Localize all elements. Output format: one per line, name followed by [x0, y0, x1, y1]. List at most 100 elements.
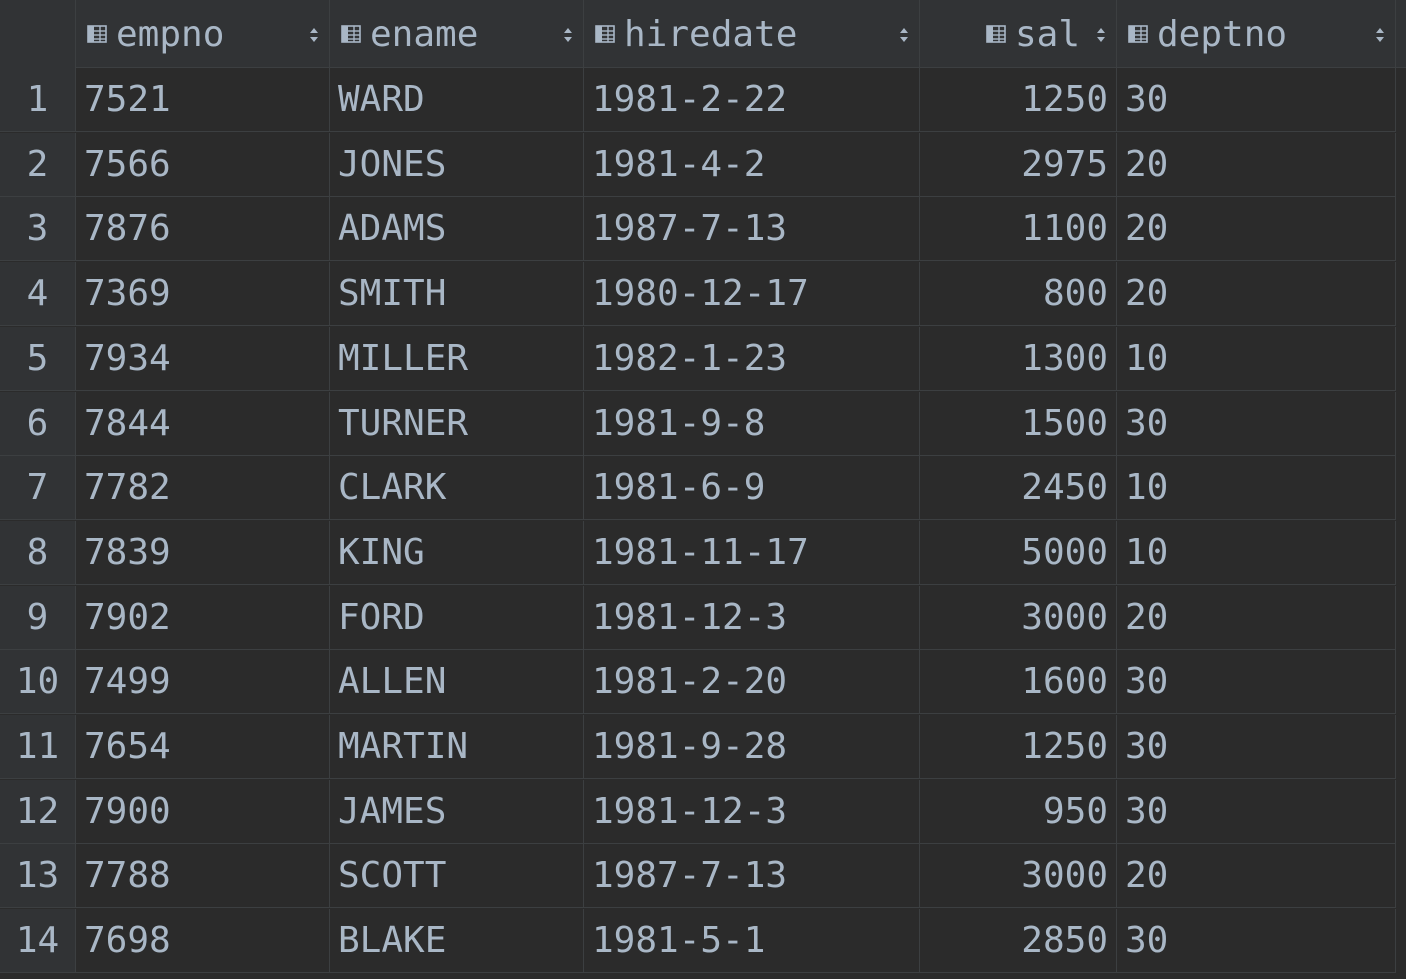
cell-hiredate[interactable]: 1981-9-8	[584, 391, 920, 456]
cell-empno[interactable]: 7900	[76, 779, 330, 844]
cell-deptno[interactable]: 30	[1117, 779, 1396, 844]
cell-ename[interactable]: WARD	[330, 68, 584, 132]
cell-empno[interactable]: 7521	[76, 68, 330, 132]
row-number[interactable]: 1	[0, 68, 76, 132]
cell-sal[interactable]: 1600	[920, 650, 1117, 715]
cell-deptno[interactable]: 10	[1117, 520, 1396, 585]
cell-deptno[interactable]: 20	[1117, 197, 1396, 262]
cell-ename[interactable]: ADAMS	[330, 197, 584, 262]
cell-sal[interactable]: 950	[920, 779, 1117, 844]
column-header-ename[interactable]: ename	[330, 0, 584, 68]
grid-corner[interactable]	[0, 0, 76, 68]
cell-ename[interactable]: JONES	[330, 132, 584, 197]
cell-sal[interactable]: 3000	[920, 844, 1117, 909]
cell-deptno[interactable]: 20	[1117, 585, 1396, 650]
cell-deptno[interactable]: 30	[1117, 391, 1396, 456]
sort-icon[interactable]	[899, 26, 909, 44]
row-number[interactable]: 6	[0, 391, 76, 456]
column-icon	[1128, 25, 1148, 43]
cell-empno[interactable]: 7839	[76, 520, 330, 585]
cell-ename[interactable]: ALLEN	[330, 650, 584, 715]
row-number[interactable]: 13	[0, 844, 76, 909]
column-icon	[341, 25, 361, 43]
cell-sal[interactable]: 1100	[920, 197, 1117, 262]
cell-ename[interactable]: KING	[330, 520, 584, 585]
column-header-label: sal	[1014, 13, 1080, 55]
cell-sal[interactable]: 2850	[920, 909, 1117, 974]
cell-ename[interactable]: SCOTT	[330, 844, 584, 909]
cell-ename[interactable]: MILLER	[330, 326, 584, 391]
cell-deptno[interactable]: 30	[1117, 650, 1396, 715]
cell-sal[interactable]: 2450	[920, 456, 1117, 521]
sort-icon[interactable]	[1096, 26, 1106, 44]
cell-empno[interactable]: 7844	[76, 391, 330, 456]
cell-sal[interactable]: 1250	[920, 715, 1117, 779]
cell-hiredate[interactable]: 1981-12-3	[584, 585, 920, 650]
cell-ename[interactable]: JAMES	[330, 779, 584, 844]
cell-empno[interactable]: 7698	[76, 909, 330, 974]
cell-hiredate[interactable]: 1981-5-1	[584, 909, 920, 974]
cell-ename[interactable]: SMITH	[330, 262, 584, 327]
cell-sal[interactable]: 1250	[920, 68, 1117, 132]
row-number[interactable]: 7	[0, 456, 76, 521]
row-number[interactable]: 3	[0, 197, 76, 262]
cell-sal[interactable]: 1300	[920, 326, 1117, 391]
sort-icon[interactable]	[1375, 26, 1385, 44]
cell-hiredate[interactable]: 1981-11-17	[584, 520, 920, 585]
cell-sal[interactable]: 800	[920, 262, 1117, 327]
cell-empno[interactable]: 7782	[76, 456, 330, 521]
cell-deptno[interactable]: 20	[1117, 262, 1396, 327]
cell-empno[interactable]: 7566	[76, 132, 330, 197]
cell-ename[interactable]: BLAKE	[330, 909, 584, 974]
cell-hiredate[interactable]: 1981-2-22	[584, 68, 920, 132]
column-header-deptno[interactable]: deptno	[1117, 0, 1396, 68]
cell-hiredate[interactable]: 1981-2-20	[584, 650, 920, 715]
cell-sal[interactable]: 2975	[920, 132, 1117, 197]
cell-hiredate[interactable]: 1982-1-23	[584, 326, 920, 391]
cell-hiredate[interactable]: 1987-7-13	[584, 197, 920, 262]
cell-deptno[interactable]: 20	[1117, 132, 1396, 197]
cell-ename[interactable]: TURNER	[330, 391, 584, 456]
cell-hiredate[interactable]: 1981-6-9	[584, 456, 920, 521]
cell-hiredate[interactable]: 1981-4-2	[584, 132, 920, 197]
cell-deptno[interactable]: 30	[1117, 68, 1396, 132]
row-number[interactable]: 4	[0, 262, 76, 327]
cell-empno[interactable]: 7499	[76, 650, 330, 715]
cell-hiredate[interactable]: 1981-12-3	[584, 779, 920, 844]
cell-deptno[interactable]: 30	[1117, 909, 1396, 974]
column-header-hiredate[interactable]: hiredate	[584, 0, 920, 68]
cell-ename[interactable]: FORD	[330, 585, 584, 650]
cell-empno[interactable]: 7654	[76, 715, 330, 779]
cell-deptno[interactable]: 10	[1117, 326, 1396, 391]
row-number[interactable]: 9	[0, 585, 76, 650]
column-header-sal[interactable]: sal	[920, 0, 1117, 68]
cell-empno[interactable]: 7369	[76, 262, 330, 327]
column-icon	[986, 25, 1006, 43]
row-number[interactable]: 10	[0, 650, 76, 715]
cell-deptno[interactable]: 20	[1117, 844, 1396, 909]
cell-empno[interactable]: 7788	[76, 844, 330, 909]
column-header-empno[interactable]: empno	[76, 0, 330, 68]
cell-sal[interactable]: 1500	[920, 391, 1117, 456]
cell-hiredate[interactable]: 1981-9-28	[584, 715, 920, 779]
cell-hiredate[interactable]: 1980-12-17	[584, 262, 920, 327]
row-number[interactable]: 5	[0, 326, 76, 391]
cell-deptno[interactable]: 10	[1117, 456, 1396, 521]
cell-sal[interactable]: 5000	[920, 520, 1117, 585]
cell-empno[interactable]: 7876	[76, 197, 330, 262]
cell-hiredate[interactable]: 1987-7-13	[584, 844, 920, 909]
row-number[interactable]: 8	[0, 520, 76, 585]
cell-empno[interactable]: 7934	[76, 326, 330, 391]
column-icon	[595, 25, 615, 43]
cell-empno[interactable]: 7902	[76, 585, 330, 650]
cell-ename[interactable]: CLARK	[330, 456, 584, 521]
row-number[interactable]: 2	[0, 132, 76, 197]
sort-icon[interactable]	[563, 26, 573, 44]
row-number[interactable]: 11	[0, 715, 76, 779]
sort-icon[interactable]	[309, 26, 319, 44]
cell-deptno[interactable]: 30	[1117, 715, 1396, 779]
cell-sal[interactable]: 3000	[920, 585, 1117, 650]
row-number[interactable]: 14	[0, 909, 76, 974]
row-number[interactable]: 12	[0, 779, 76, 844]
cell-ename[interactable]: MARTIN	[330, 715, 584, 779]
